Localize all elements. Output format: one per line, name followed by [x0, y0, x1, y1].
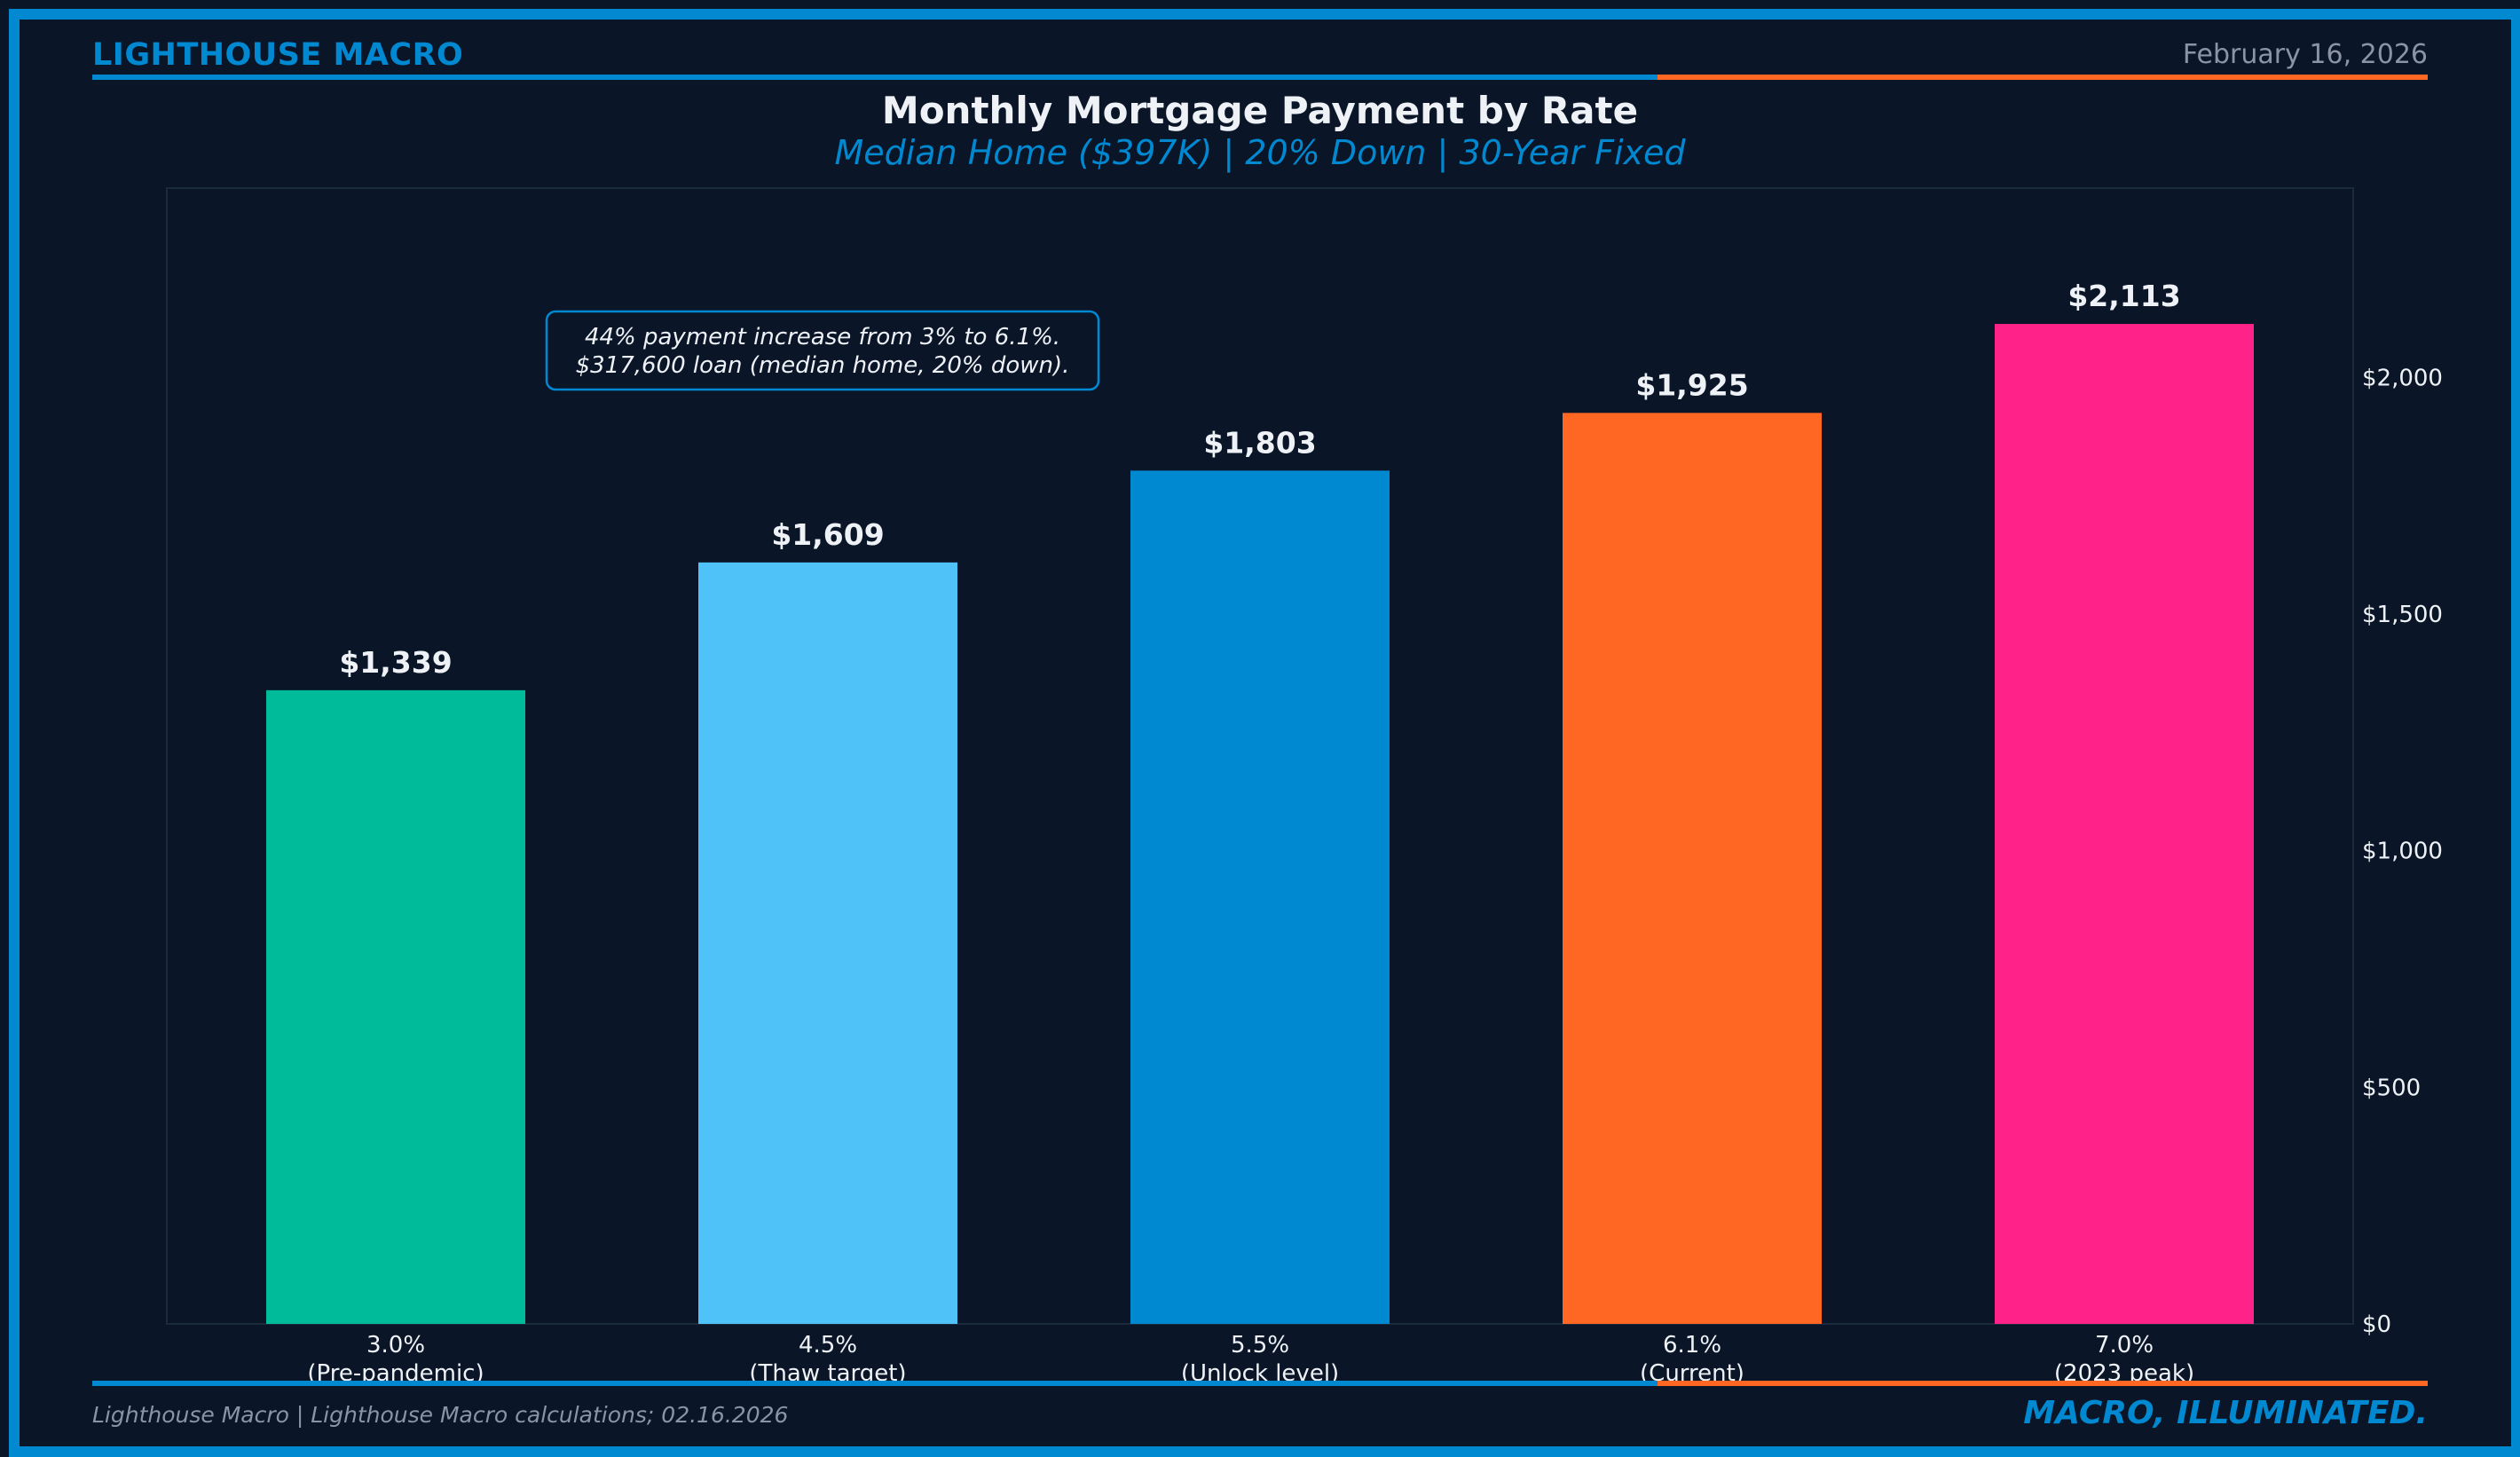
bar-7.0% — [1995, 324, 2254, 1325]
source-note: Lighthouse Macro | Lighthouse Macro calc… — [92, 1402, 789, 1428]
bar-6.1% — [1563, 413, 1822, 1324]
header-rule-blue — [92, 75, 1658, 80]
chart-title: Monthly Mortgage Payment by Rate — [881, 89, 1639, 132]
tagline: MACRO, ILLUMINATED. — [2023, 1395, 2428, 1431]
bar-5.5% — [1130, 470, 1390, 1324]
y-tick-label: $1,000 — [2362, 839, 2443, 865]
bar-value-label: $1,609 — [771, 517, 884, 552]
y-tick-label: $0 — [2362, 1311, 2391, 1338]
bar-3.0% — [266, 689, 525, 1324]
annotation-box: 44% payment increase from 3% to 6.1%. $3… — [545, 310, 1100, 391]
footer-rule-blue — [92, 1381, 1658, 1386]
report-date: February 16, 2026 — [2182, 39, 2428, 70]
bar-value-label: $1,803 — [1203, 425, 1316, 460]
y-tick-label: $2,000 — [2362, 365, 2443, 391]
chart-subtitle: Median Home ($397K) | 20% Down | 30-Year… — [834, 133, 1686, 172]
footer-rule-orange — [1658, 1381, 2428, 1386]
y-tick-label: $1,500 — [2362, 602, 2443, 628]
header-rule-orange — [1658, 75, 2428, 80]
bar-value-label: $2,113 — [2067, 279, 2180, 313]
x-tick-rate: 5.5% — [1231, 1332, 1289, 1359]
x-tick-rate: 4.5% — [799, 1332, 857, 1359]
bar-value-label: $1,339 — [339, 645, 452, 680]
x-tick-rate: 6.1% — [1663, 1332, 1721, 1359]
annotation-line-1: 44% payment increase from 3% to 6.1%. — [585, 324, 1060, 350]
y-tick-label: $500 — [2362, 1075, 2421, 1101]
brand-title: LIGHTHOUSE MACRO — [92, 37, 464, 73]
bar-value-label: $1,925 — [1635, 367, 1748, 402]
bar-4.5% — [698, 562, 957, 1324]
x-tick-rate: 3.0% — [366, 1332, 425, 1359]
x-tick-rate: 7.0% — [2095, 1332, 2154, 1359]
annotation-line-2: $317,600 loan (median home, 20% down). — [576, 352, 1070, 379]
